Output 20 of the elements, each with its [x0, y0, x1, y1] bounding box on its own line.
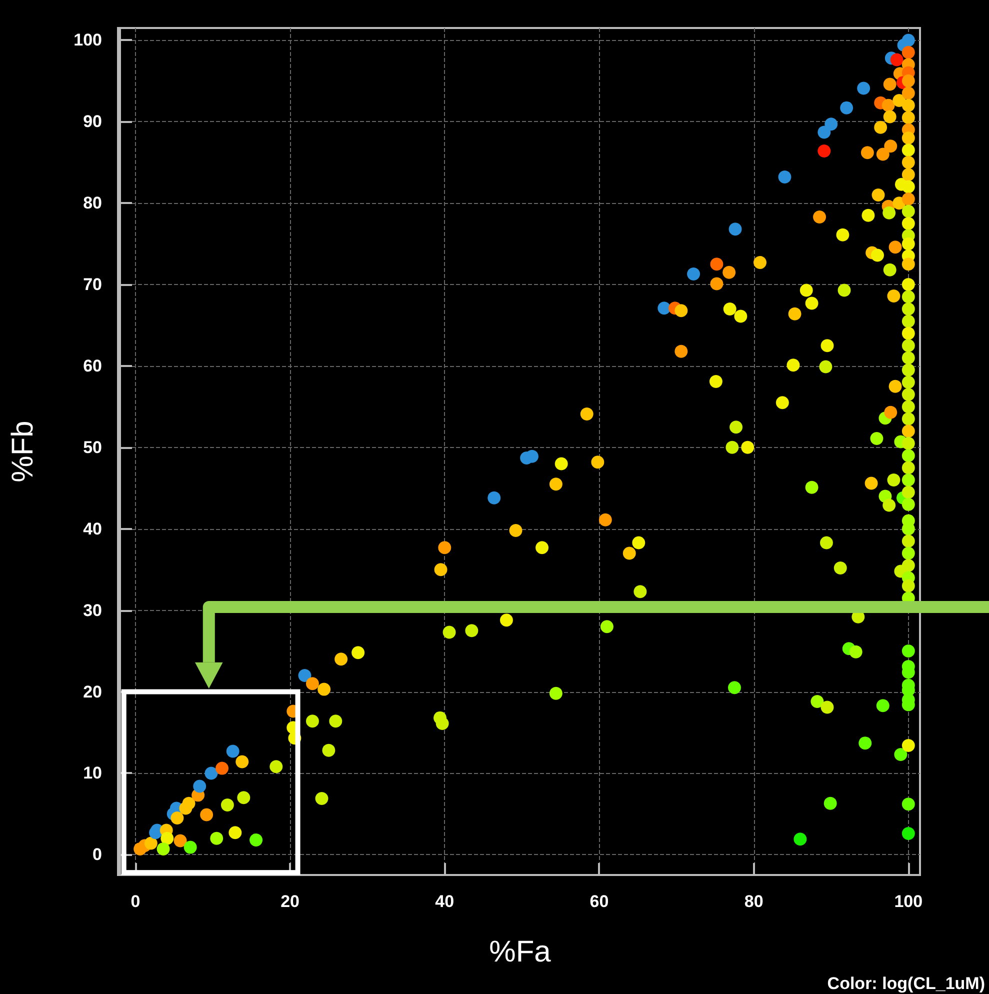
x-tick-label: 80	[744, 892, 764, 911]
x-tick-label: 60	[590, 892, 609, 911]
y-tick-label: 80	[83, 194, 102, 213]
y-tick-label: 50	[83, 438, 102, 457]
y-tick-label: 30	[83, 600, 102, 620]
y-tick-label: 40	[83, 519, 102, 538]
x-tick-label: 0	[130, 892, 140, 911]
y-tick-label: 70	[83, 275, 102, 294]
y-tick-label: 0	[92, 845, 102, 864]
y-tick-label: 20	[83, 682, 102, 702]
x-tick-label: 40	[435, 892, 454, 911]
x-tick-label: 20	[280, 892, 300, 911]
y-tick-label: 10	[83, 764, 102, 783]
y-tick-label: 100	[74, 30, 102, 50]
y-axis-title: %Fb	[6, 420, 40, 482]
x-tick-label: 100	[894, 892, 923, 911]
y-tick-label: 60	[83, 356, 102, 376]
y-tick-label: 90	[83, 112, 102, 132]
x-axis-title: %Fa	[489, 936, 552, 968]
text: Color: log(CL_1uM)	[827, 974, 986, 993]
